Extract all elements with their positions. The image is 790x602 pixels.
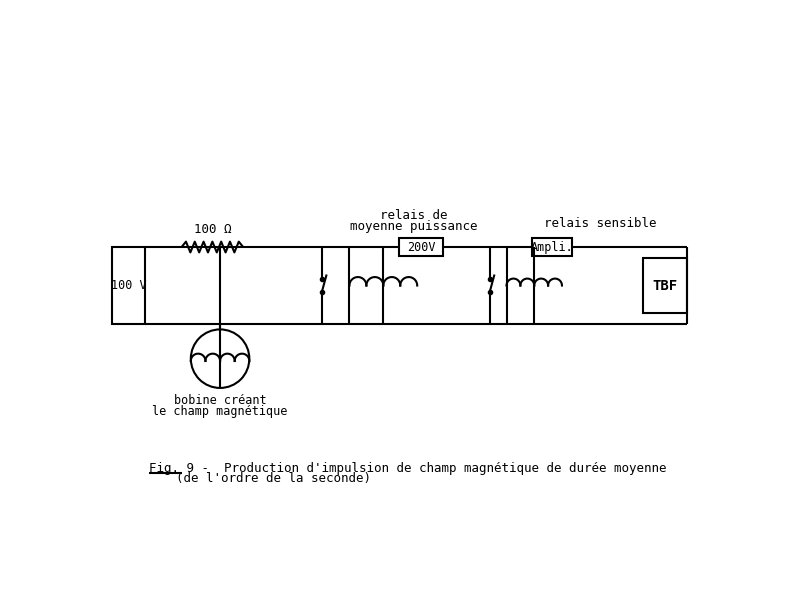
Text: moyenne puissance: moyenne puissance xyxy=(350,220,477,233)
Text: bobine créant: bobine créant xyxy=(174,394,266,407)
Bar xyxy=(532,238,572,256)
Text: relais de: relais de xyxy=(379,209,447,222)
Text: 100 Ω: 100 Ω xyxy=(194,223,231,236)
Text: TBF: TBF xyxy=(653,279,678,293)
Text: le champ magnétique: le champ magnétique xyxy=(152,405,288,418)
Text: Ampli.: Ampli. xyxy=(531,241,574,253)
Bar xyxy=(399,238,443,256)
Text: 200V: 200V xyxy=(407,241,435,253)
Text: Fig. 9 -  Production d'impulsion de champ magnétique de durée moyenne: Fig. 9 - Production d'impulsion de champ… xyxy=(149,462,667,474)
Text: relais sensible: relais sensible xyxy=(544,217,656,230)
Text: 100 V: 100 V xyxy=(111,279,146,292)
Bar xyxy=(112,247,145,324)
Bar xyxy=(643,258,687,313)
Text: (de l'ordre de la seconde): (de l'ordre de la seconde) xyxy=(176,473,371,485)
